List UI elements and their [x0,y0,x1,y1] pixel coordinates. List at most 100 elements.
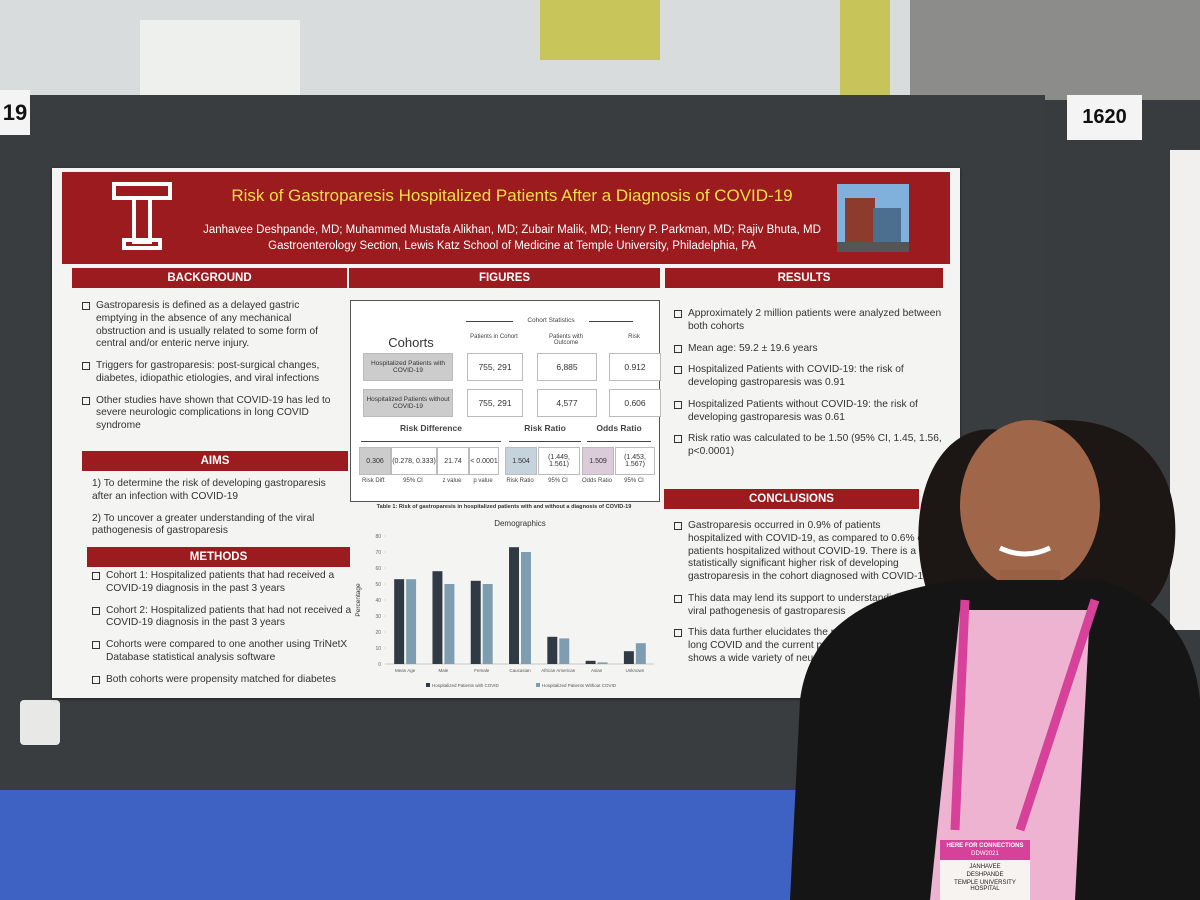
shirt [930,610,1090,900]
neighbor-poster [1170,150,1200,630]
bar [470,580,481,664]
measure-value: 21.74 [437,447,469,475]
cohort-table: Cohort Statistics Cohorts Patients in Coho… [350,300,661,502]
measure-value: 0.306 [359,447,391,475]
bullet-item: Gastroparesis occurred in 0.9% of patien… [672,520,934,584]
building-photo [837,184,909,252]
bullet-item: Mean age: 59.2 ± 19.6 years [672,343,944,356]
table-cell: 0.606 [609,389,661,417]
bullet-item: Hospitalized Patients without COVID-19: … [672,399,944,425]
section-heading: BACKGROUND [72,268,347,288]
x-tick-label: African American [541,668,576,673]
y-tick-label: 50 [375,582,381,588]
bullet-item: Other studies have shown that COVID-19 h… [80,395,342,433]
y-tick-label: 0 [378,662,381,668]
face [960,420,1100,590]
booth-number: 1620 [1067,95,1142,140]
window [140,20,300,95]
y-tick-label: 40 [375,598,381,604]
measure-label: 95% CI [548,478,568,484]
bar [585,660,596,664]
table-cell: 4,577 [537,389,597,417]
booth-number: 19 [0,90,30,135]
section-heading: METHODS [87,547,350,567]
legend-label: Hospitalized Patients with COVID [432,683,500,688]
bullet-item: Gastroparesis is defined as a delayed ga… [80,300,342,351]
bar [509,547,519,664]
measure-label: 95% CI [403,478,423,484]
measure-label: Odds Ratio [581,478,612,484]
bar [559,638,570,664]
measure-value: 1.504 [505,447,537,475]
badge-institution: TEMPLE UNIVERSITY HOSPITAL [954,880,1016,892]
section-heading: AIMS [82,451,348,471]
background-text: Gastroparesis is defined as a delayed ga… [80,300,342,442]
bar [521,552,531,664]
badge-event: DDW2021 [971,851,999,857]
chart-title: Demographics [494,519,546,528]
measure-label: p value [473,478,493,484]
bullet-item: Cohorts were compared to one another usi… [90,639,352,665]
cohorts-label: Cohorts [388,335,434,350]
bar [623,651,634,664]
lanyard [950,598,1100,832]
poster: Risk of Gastroparesis Hospitalized Patie… [52,168,960,698]
x-tick-label: Asian [591,668,603,673]
measure-value: (1.453, 1.567) [615,447,655,475]
badge-top [940,840,1030,860]
bullet-item: Cohort 1: Hospitalized patients that had… [90,570,352,596]
arrow-line [509,441,581,442]
poster-title: Risk of Gastroparesis Hospitalized Patie… [231,186,793,205]
measure-label: 95% CI [624,478,644,484]
arrow-line [587,441,651,442]
y-tick-label: 30 [375,614,381,620]
poster-header: Risk of Gastroparesis Hospitalized Patie… [62,172,950,264]
demographics-chart: Demographics Percentage 0 10 20 30 40 50 60 70 80 M… [355,519,654,688]
bullet-item: 1) To determine the risk of developing g… [92,478,326,502]
bar [394,579,405,664]
bullet-item: Risk ratio was calculated to be 1.50 (95… [672,433,944,459]
bullet-item: Hospitalized Patients with COVID-19: the… [672,364,944,390]
bullet-item: Approximately 2 million patients were an… [672,308,944,334]
methods-text: Cohort 1: Hospitalized patients that had… [90,570,352,695]
x-tick-label: Mean Age [395,668,416,673]
bullet-item: This data may lend its support to unders… [672,593,934,619]
x-tick-label: Female [474,668,490,673]
measure-value: (1.449, 1.561) [538,447,580,475]
table-cell: 6,885 [537,353,597,381]
x-tick-label: Caucasian [509,668,531,673]
bullet-item: Triggers for gastroparesis: post-surgica… [80,360,342,386]
window [840,0,890,95]
table-cell: 755, 291 [467,389,523,417]
aims-text: 1) To determine the risk of developing g… [92,478,347,547]
stats-label: Cohort Statistics [527,317,575,324]
y-tick-label: 60 [375,566,381,572]
y-tick-label: 20 [375,630,381,636]
bar [547,636,558,664]
badge-tagline: HERE FOR CONNECTIONS [946,843,1024,849]
measure-label: Risk Ratio [506,478,534,484]
bar [482,584,493,664]
measure-label: Risk Diff. [362,478,386,484]
x-tick-label: Unknown [625,668,644,673]
results-text: Approximately 2 million patients were an… [672,308,944,468]
measure-name: Risk Ratio [524,423,566,433]
row-label: Hospitalized Patients without COVID-19 [363,389,453,417]
brick-wall [910,0,1200,100]
measure-value: 1.509 [582,447,614,475]
arrow-line [361,441,501,442]
y-tick-label: 80 [375,534,381,540]
legend-swatch [536,683,540,687]
column-header: Risk [628,334,640,340]
table-caption: Table 1: Risk of gastroparesis in hospit… [376,504,632,510]
measure-value: (0.278, 0.333) [391,447,437,475]
bullet-item: Both cohorts were propensity matched for… [90,674,352,687]
smile [998,545,1052,557]
bullet-item: This data further elucidates the many co… [672,627,934,665]
table-cell: 755, 291 [467,353,523,381]
poster-authors: Janhavee Deshpande, MD; Muhammed Mustafa… [203,224,821,236]
measure-name: Odds Ratio [596,423,642,433]
badge-name: DESHPANDE [966,872,1004,878]
